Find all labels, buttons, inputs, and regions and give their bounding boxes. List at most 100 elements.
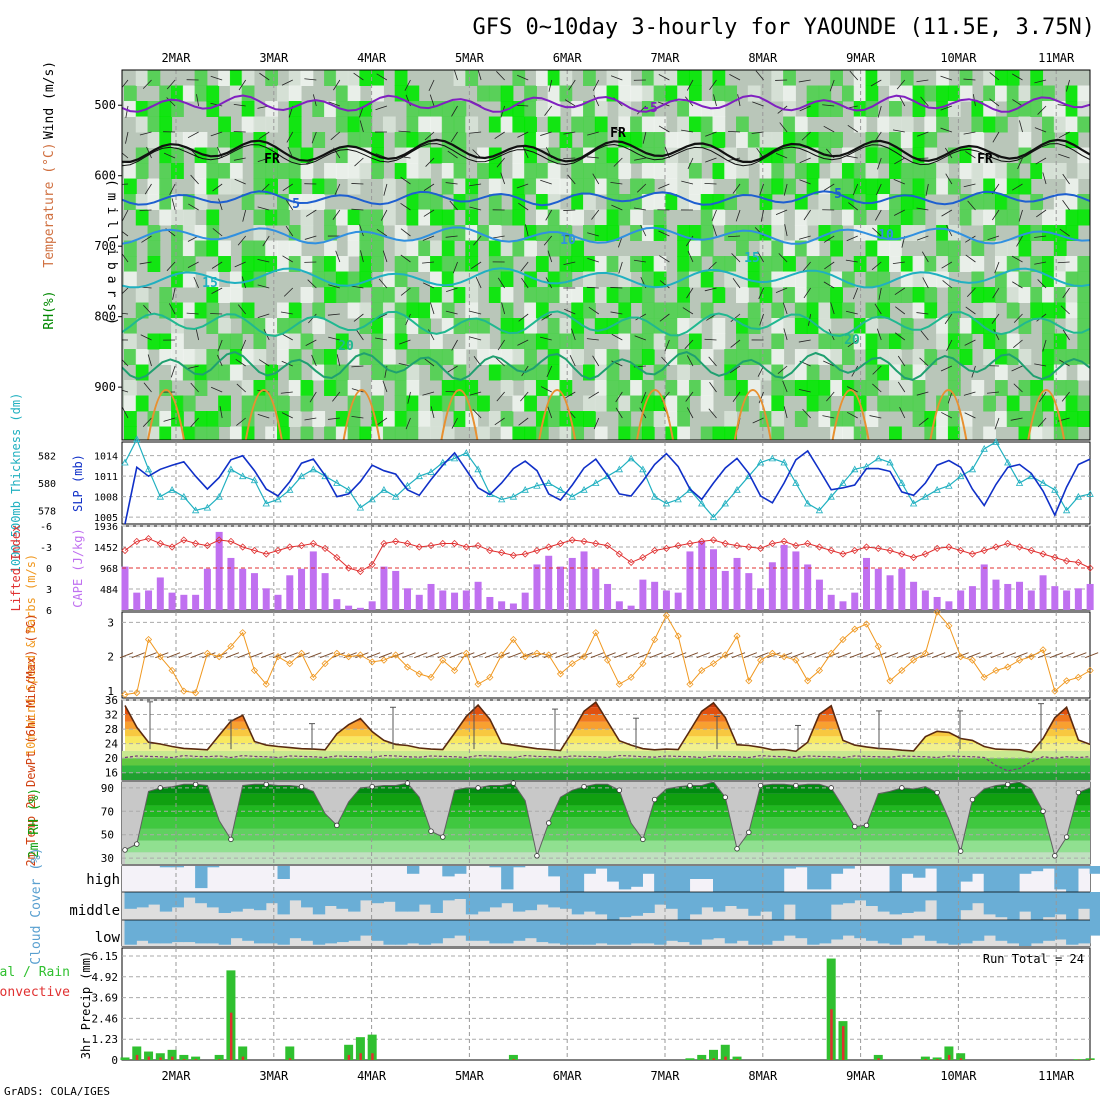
rh-cell [1065,116,1079,133]
lifted-index-point [545,543,553,551]
cloud-cell [701,892,714,908]
rh-cell [794,287,808,303]
rh-cell [865,85,879,102]
cloud-cell [760,892,773,912]
wind-barb [423,183,435,191]
rh-cell [853,333,867,350]
wind-barb [640,391,647,404]
thickness-point [203,503,212,511]
rh-cell [889,163,902,179]
cloud-cell [536,920,549,943]
rh-cell [630,333,643,350]
rh-cell [135,287,149,303]
cloud-cell [359,920,373,936]
rh-cell [594,163,608,179]
wind-barb [122,287,129,295]
rh-cell [794,116,808,133]
precip-total-bar [508,1054,518,1060]
rh-cell [465,302,479,319]
rh-cell [335,411,349,427]
wind-barb [799,179,811,185]
rh-cell [382,178,396,195]
rh-cell [594,147,608,164]
rh-cell [677,256,690,272]
rh-cell [1018,240,1032,257]
cloud-cell [665,866,679,892]
rh-point [546,820,552,826]
rh-cell [206,349,220,365]
wind-barb [729,365,741,374]
wind-barb [122,231,129,237]
rh-cell [924,132,938,148]
rh-cell [618,163,632,179]
rh-cell [971,271,985,288]
cloud-cell [713,892,726,912]
precip-conv-bar [877,1058,880,1060]
rh-point [134,841,140,847]
cloud-cell [783,920,796,936]
rh-cell [641,101,655,117]
rh-cell [418,116,432,133]
cape-bar [121,566,129,610]
wind-barb [233,103,246,107]
thickness-point [403,481,412,489]
wind-barb [449,200,458,211]
lifted-index-point [910,553,918,562]
rh-cell [277,163,290,179]
wind-barb [285,199,294,211]
rh-cell [571,209,585,226]
cloud-cell [724,866,738,892]
rh-cell [500,116,514,133]
lifted-index-point [898,550,906,558]
wind-barb [931,652,946,659]
top-date-labels: 2MAR 3MAR 4MAR 5MAR 6MAR 7MAR 8MAR 9MAR 10MAR 11M… [162,51,1075,65]
rh-cell [1042,287,1055,303]
cloud-cell [948,866,961,892]
rh-cell [335,116,349,133]
wind-speed-point [921,649,929,657]
rh-cell [736,116,749,133]
wind-barb [280,311,293,315]
rh-cell [288,163,302,179]
wind-barb [732,391,741,402]
cloud-cell [277,920,290,945]
cloud-cell [795,892,808,920]
rh-cell [771,132,785,148]
wind-barb [1061,652,1075,659]
wind-barb [563,261,576,265]
rh-cell [747,318,761,334]
rh-cell [583,163,596,179]
rh-point [334,822,340,829]
rh-cell [135,101,149,117]
rh-cell [1006,163,1020,179]
wind-barb [590,652,604,659]
wind-barb [541,313,552,321]
wind-barb [332,391,341,402]
wind-barb [1019,120,1023,133]
rh-point [863,822,870,829]
rh-cell [724,85,738,102]
li-tick-label: -3 [40,543,52,554]
rh-cell [265,163,279,179]
lifted-index-point [250,546,259,555]
rh-cell [312,101,326,117]
rh-cell [677,364,690,381]
wind-barb [966,287,976,298]
wind-speed-point [333,649,341,657]
isotherm [122,310,1090,338]
wind-barb [802,408,811,419]
isotherm-label: 15 [202,276,218,291]
wind-barb [163,417,176,422]
rh-cell [653,411,667,427]
rh-cell [583,178,596,195]
cape-bar [356,607,364,610]
rh-cell [771,256,785,272]
rh-cell [771,411,785,427]
cloud-cell [571,866,585,892]
wind-barb [730,313,741,322]
cloud-cell [512,892,526,912]
rh-cell [512,240,526,257]
rh-cell [218,240,231,257]
rh-cell [1065,101,1079,117]
wind-barb [139,131,152,136]
